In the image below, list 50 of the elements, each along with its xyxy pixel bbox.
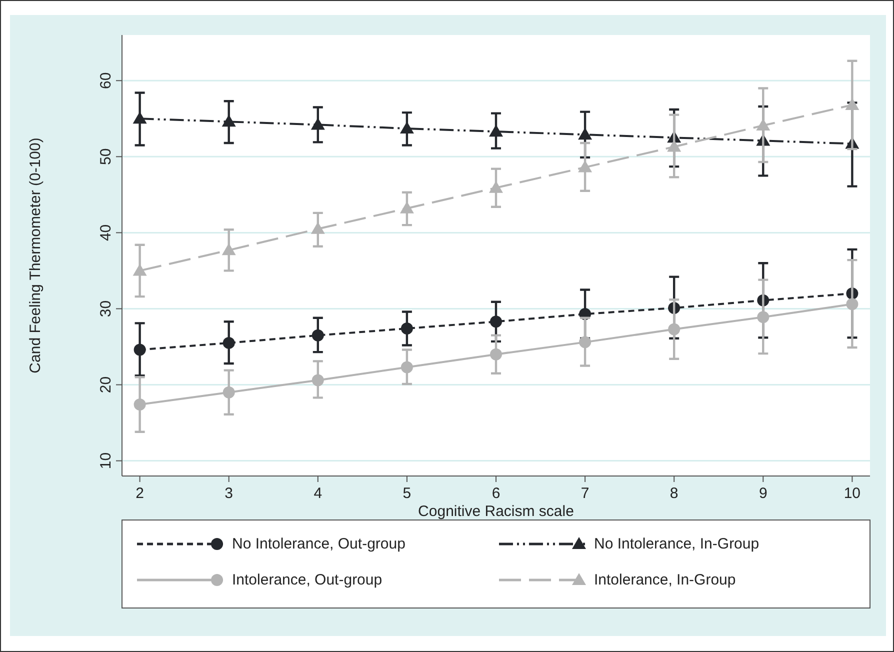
- point: [667, 140, 682, 152]
- point: [400, 122, 414, 134]
- point: [310, 222, 325, 234]
- point: [222, 114, 236, 127]
- point: [490, 316, 502, 328]
- x-tick-label: 6: [492, 485, 500, 502]
- point: [489, 124, 503, 137]
- point: [312, 374, 324, 386]
- point: [222, 243, 236, 256]
- point: [578, 160, 592, 172]
- y-tick-label: 60: [98, 72, 114, 89]
- x-tick-label: 2: [136, 485, 144, 502]
- x-tick-label: 3: [224, 485, 234, 502]
- point: [756, 118, 770, 130]
- point: [400, 322, 413, 334]
- y-tick-label: 30: [98, 300, 114, 318]
- point: [400, 361, 413, 374]
- x-tick-label: 10: [844, 485, 861, 502]
- y-tick-label: 50: [98, 148, 114, 165]
- y-tick-label: 40: [98, 224, 114, 242]
- y-tick-label: 20: [98, 376, 114, 394]
- legend-label: Intolerance, In-Group: [594, 572, 736, 588]
- x-tick-label: 9: [758, 485, 768, 502]
- y-tick-label: 10: [98, 452, 114, 470]
- point: [578, 128, 592, 140]
- legend-label: Intolerance, Out-group: [232, 572, 382, 588]
- point: [134, 344, 146, 356]
- x-axis-title: Cognitive Racism scale: [418, 503, 574, 520]
- point: [134, 398, 146, 411]
- y-axis-title: Cand Feeling Thermometer (0-100): [27, 138, 44, 374]
- point: [312, 329, 324, 342]
- legend-label: No Intolerance, In-Group: [594, 536, 760, 552]
- point: [132, 112, 147, 124]
- point: [489, 180, 503, 193]
- point: [757, 311, 770, 324]
- x-tick-label: 7: [580, 485, 590, 502]
- point: [400, 201, 414, 214]
- x-tick-label: 5: [402, 485, 412, 502]
- point: [668, 323, 680, 336]
- x-tick-label: 4: [314, 485, 322, 502]
- legend-label: No Intolerance, Out-group: [232, 536, 406, 552]
- point: [222, 336, 235, 349]
- point: [310, 118, 325, 130]
- point: [846, 298, 858, 310]
- x-tick-label: 8: [670, 485, 678, 502]
- point: [579, 336, 592, 348]
- point: [132, 264, 147, 276]
- point: [222, 386, 235, 398]
- point: [490, 348, 502, 360]
- point: [845, 98, 860, 110]
